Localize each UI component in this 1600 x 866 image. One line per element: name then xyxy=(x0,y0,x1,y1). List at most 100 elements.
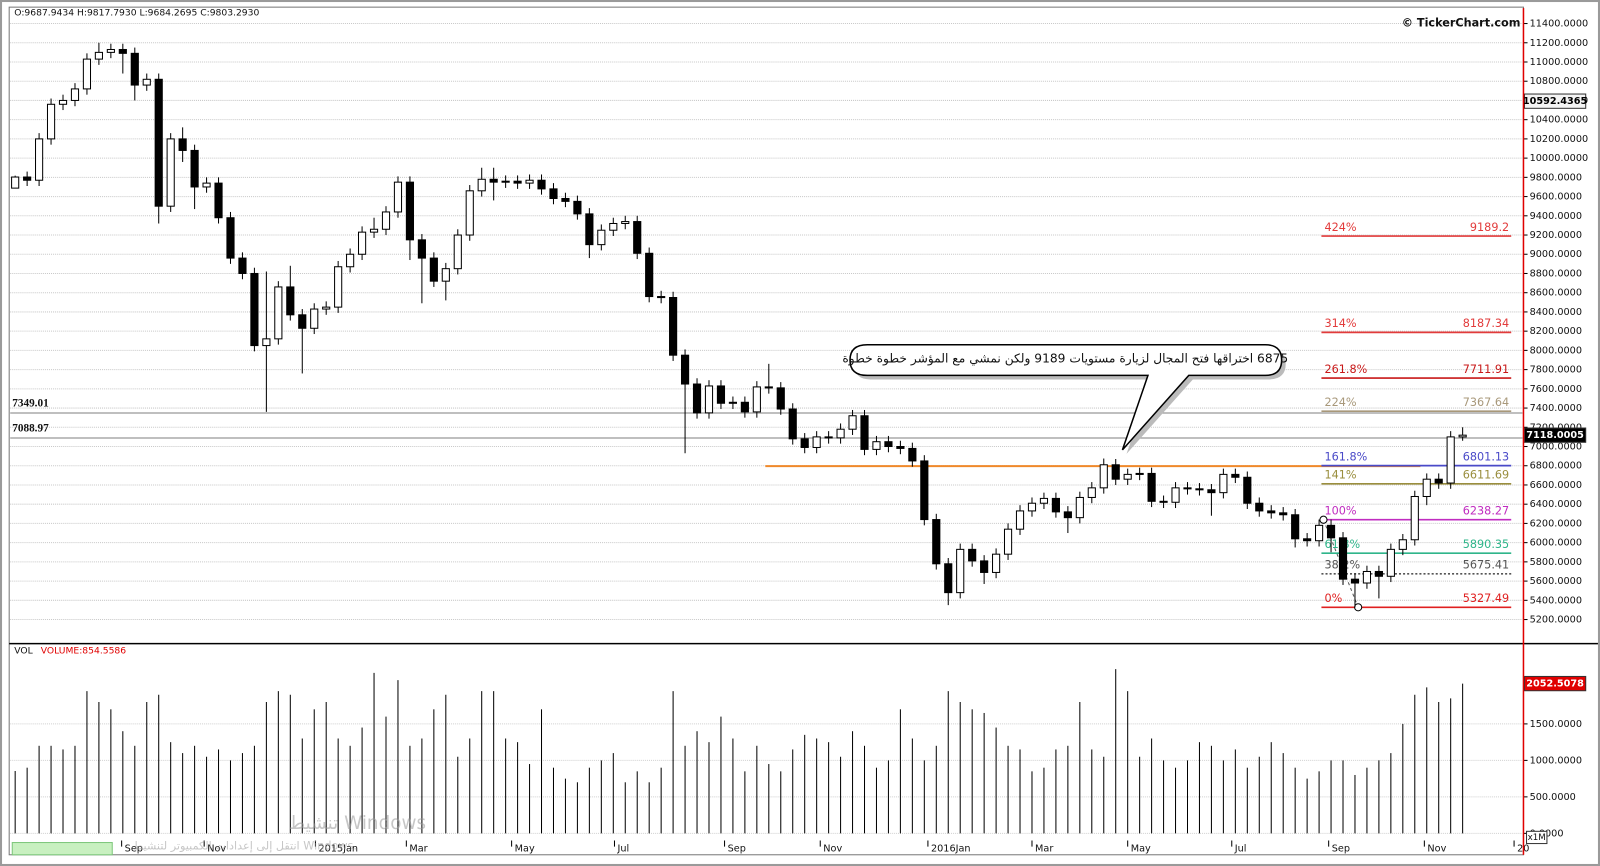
candle-body xyxy=(346,253,355,268)
y-tick-label: 5400.0000 xyxy=(1530,595,1582,606)
candle-body xyxy=(812,436,821,448)
y-tick-label: 500.0000 xyxy=(1530,792,1576,803)
fib-value: 5675.41 xyxy=(1463,559,1509,572)
x-tick-label: Jul xyxy=(1234,844,1247,855)
candle-body xyxy=(1135,472,1144,475)
candle-body xyxy=(1087,487,1096,498)
y-tick-label: 7800.0000 xyxy=(1530,365,1582,376)
ohlc-header: O:9687.9434 H:9817.7930 L:9684.2695 C:98… xyxy=(14,8,259,19)
candle-body xyxy=(1338,537,1348,580)
y-tick-label: 1000.0000 xyxy=(1530,755,1582,766)
candle-body xyxy=(884,441,893,448)
y-tick-label: 8600.0000 xyxy=(1530,288,1582,299)
candle-body xyxy=(1350,578,1360,584)
candle-body xyxy=(1434,478,1443,484)
x-tick-label: Nov xyxy=(823,844,842,855)
candle-body xyxy=(621,221,630,225)
candle-body xyxy=(369,228,379,233)
candle-body xyxy=(513,180,522,184)
y-tick-label: 1500.0000 xyxy=(1530,719,1582,730)
candle-body xyxy=(872,441,881,450)
y-tick-label: 10800.0000 xyxy=(1530,76,1589,87)
candle-body xyxy=(776,387,785,410)
candle-body xyxy=(752,386,761,413)
candle-body xyxy=(657,296,666,299)
candle-body xyxy=(1171,487,1180,503)
candle-body xyxy=(1386,548,1395,577)
fib-value: 7711.91 xyxy=(1463,363,1509,376)
candle-body xyxy=(1267,510,1276,514)
y-tick-label: 5200.0000 xyxy=(1530,615,1582,626)
x-tick-label: Nov xyxy=(1427,844,1446,855)
cursor-value: 10592.4365 xyxy=(1523,96,1588,107)
candle-body xyxy=(477,178,486,192)
candle-body xyxy=(262,338,271,347)
x-tick-label: Mar xyxy=(1035,844,1053,855)
last-close-box xyxy=(1523,427,1587,443)
fib-value: 9189.2 xyxy=(1470,221,1509,234)
y-tick-label: 6000.0000 xyxy=(1530,538,1582,549)
candle-body xyxy=(381,211,391,230)
candle-body xyxy=(1291,514,1300,540)
candle-body xyxy=(561,197,570,202)
candle-body xyxy=(908,447,917,462)
watermark: تنشيط Windows xyxy=(288,813,426,834)
candle-body xyxy=(585,213,594,246)
candle-body xyxy=(692,383,702,414)
candle-body xyxy=(609,222,618,231)
candle-body xyxy=(298,314,307,329)
candle-body xyxy=(226,217,235,259)
x-tick-label: Jul xyxy=(617,844,630,855)
y-tick-label: 11000.0000 xyxy=(1530,57,1589,68)
candle-body xyxy=(1147,472,1156,502)
candle-body xyxy=(944,563,953,594)
candle-body xyxy=(58,99,68,105)
candle-body xyxy=(238,257,247,274)
candle-body xyxy=(250,272,259,347)
callout xyxy=(849,344,1283,451)
candle-body xyxy=(310,308,319,329)
candle-body xyxy=(669,296,678,356)
candle-body xyxy=(728,401,738,404)
unit-label: x1M xyxy=(1528,833,1546,843)
candle-body xyxy=(286,286,295,316)
candle-body xyxy=(166,138,175,207)
candle-body xyxy=(274,286,283,340)
candle-body xyxy=(800,438,809,448)
y-tick-label: 6600.0000 xyxy=(1530,480,1582,491)
x-tick-label: Sep xyxy=(728,844,746,855)
y-tick-label: 8400.0000 xyxy=(1530,307,1582,318)
candle-body xyxy=(130,52,139,86)
copyright: © TickerChart.com xyxy=(1402,16,1521,29)
candle-body xyxy=(154,78,163,207)
candle-body xyxy=(1003,528,1013,555)
candle-body xyxy=(106,48,115,53)
candle-body xyxy=(1303,538,1312,542)
y-tick-label: 8200.0000 xyxy=(1530,326,1582,337)
x-tick-label: May xyxy=(1131,844,1151,855)
candle-body xyxy=(1362,570,1372,584)
fib-value: 5327.49 xyxy=(1463,592,1509,605)
candle-body xyxy=(1231,473,1240,478)
fib-label: 424% xyxy=(1324,221,1356,234)
candle-body xyxy=(441,268,450,282)
y-tick-label: 11200.0000 xyxy=(1530,38,1589,49)
candle-body xyxy=(860,415,869,450)
candle-body xyxy=(35,138,44,181)
y-tick-label: 6200.0000 xyxy=(1530,518,1582,529)
fib-label: 141% xyxy=(1324,469,1356,482)
y-tick-label: 9000.0000 xyxy=(1530,249,1582,260)
y-tick-label: 9800.0000 xyxy=(1530,172,1582,183)
candle-body xyxy=(214,182,223,219)
x-tick-label: May xyxy=(515,844,535,855)
fib-label: 224% xyxy=(1324,396,1356,409)
candle-body xyxy=(1374,570,1383,577)
candle-body xyxy=(824,436,833,439)
candle-body xyxy=(1422,478,1431,498)
y-tick-label: 7400.0000 xyxy=(1530,403,1582,414)
candle-body xyxy=(704,385,714,414)
candle-body xyxy=(680,354,690,385)
scroll-bar[interactable] xyxy=(11,842,113,856)
